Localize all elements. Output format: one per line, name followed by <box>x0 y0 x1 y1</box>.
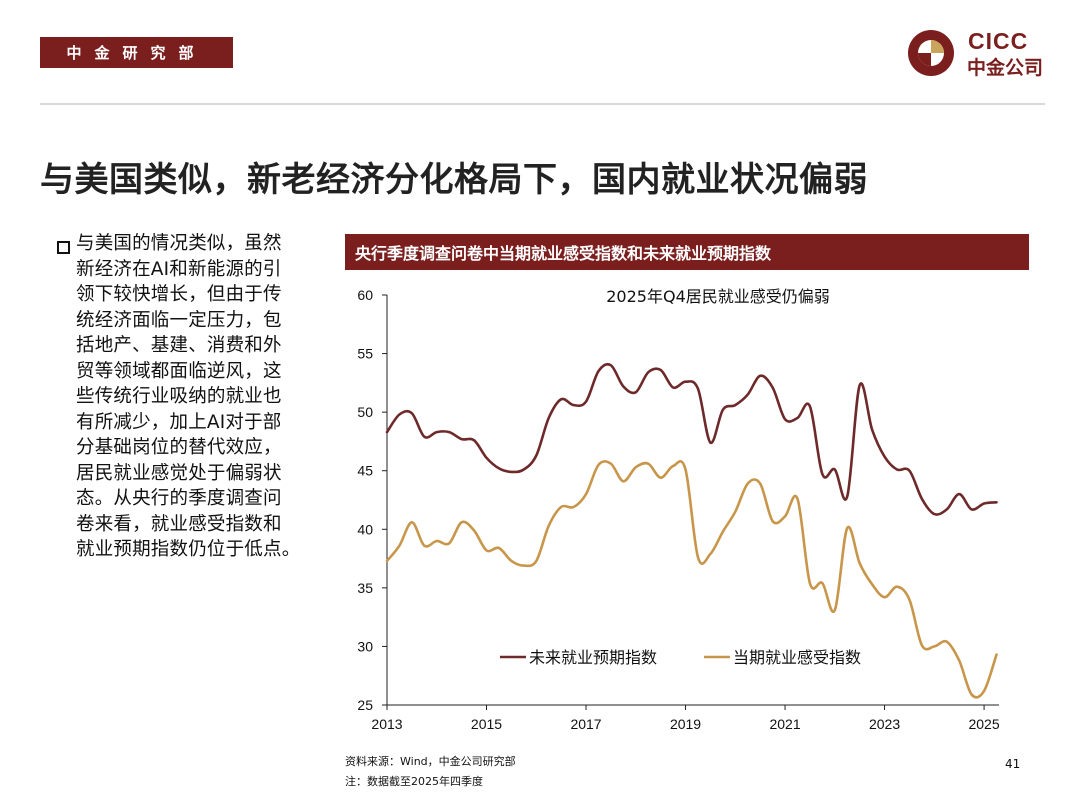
series-line-current <box>385 460 998 699</box>
legend-item-expectation: 未来就业预期指数 <box>529 648 657 667</box>
y-tick-label: 60 <box>357 287 373 303</box>
y-tick-label: 35 <box>357 580 373 596</box>
y-tick-label: 25 <box>357 697 373 713</box>
x-tick-label: 2019 <box>670 716 701 732</box>
chart-header: 央行季度调查问卷中当期就业感受指数和未来就业预期指数 <box>345 234 1029 270</box>
bullet-text: 与美国的情况类似，虽然 新经济在AI和新能源的引 领下较快增长，但由于传 统经济… <box>76 233 301 560</box>
header-divider <box>40 103 1045 105</box>
x-tick-label: 2021 <box>769 716 800 732</box>
series-line-expectation <box>385 362 998 516</box>
y-tick-label: 40 <box>357 521 373 537</box>
y-tick-label: 45 <box>357 463 373 479</box>
logo-text-zh: 中金公司 <box>967 57 1044 79</box>
x-tick-label: 2025 <box>968 716 999 732</box>
x-tick-label: 2023 <box>869 716 900 732</box>
cicc-logo-icon <box>908 30 954 76</box>
y-tick-label: 55 <box>357 346 373 362</box>
slide-title: 与美国类似，新老经济分化格局下，国内就业状况偏弱 <box>40 160 868 200</box>
x-tick-label: 2013 <box>371 716 402 732</box>
x-tick-label: 2015 <box>471 716 502 732</box>
y-tick-label: 50 <box>357 404 373 420</box>
legend-item-current: 当期就业感受指数 <box>733 648 861 667</box>
page-number: 41 <box>1005 757 1021 771</box>
department-tag: 中金研究部 <box>40 37 233 68</box>
x-tick-label: 2017 <box>570 716 601 732</box>
logo-text-en: CICC <box>968 28 1029 54</box>
y-tick-label: 30 <box>357 638 373 654</box>
source-note: 资料来源：Wind，中金公司研究部 注：数据截至2025年四季度 <box>345 755 516 788</box>
chart-annotation: 2025年Q4居民就业感受仍偏弱 <box>606 287 830 306</box>
cicc-logo: CICC 中金公司 <box>906 26 1056 80</box>
bullet-square-icon <box>57 241 70 254</box>
employment-index-chart: 25 30 35 40 45 50 55 60 2013 2015 2017 2019 2021 2023… <box>357 287 999 732</box>
